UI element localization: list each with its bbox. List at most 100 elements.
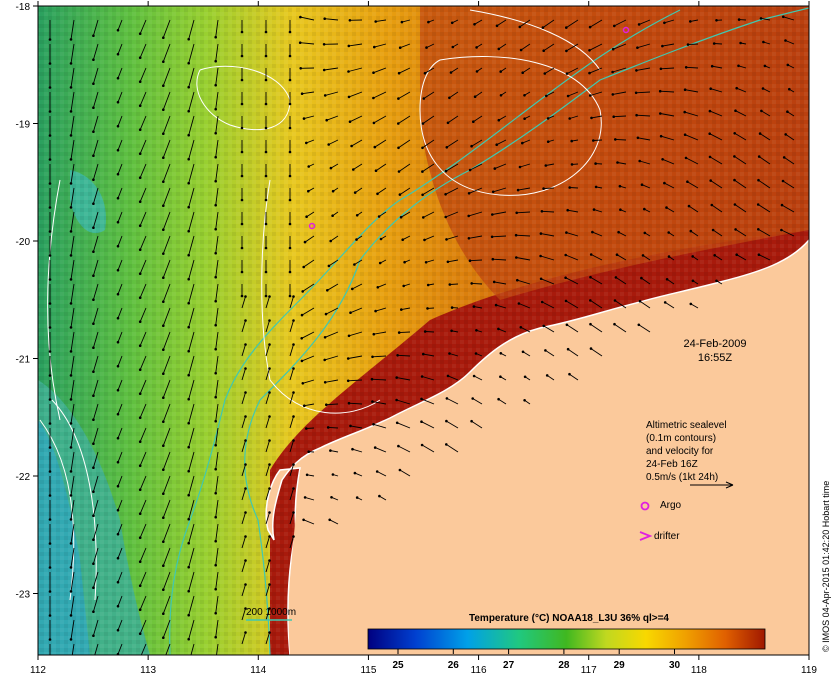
velocity-arrow-head [640,183,644,186]
velocity-arrow [447,375,459,381]
velocity-arrow-head [634,91,638,95]
velocity-arrow-head [268,391,271,394]
velocity-arrow [139,19,147,34]
velocity-arrow [522,67,531,74]
velocity-arrow [350,425,363,429]
velocity-arrow-head [402,284,406,288]
velocity-arrow [540,278,555,285]
velocity-arrow-head [48,542,52,545]
colorbar-tick-label: 28 [558,660,570,671]
velocity-arrow-head [69,158,73,161]
velocity-arrow-head [240,150,244,154]
velocity-arrow-head [376,286,380,289]
velocity-arrow [304,496,315,501]
velocity-arrow [565,254,579,261]
velocity-arrow-head [244,295,247,298]
colorbar-tick-label: 30 [669,660,681,671]
velocity-arrow-head [545,374,549,377]
velocity-arrow [375,19,387,22]
velocity-arrow-head [735,253,738,256]
velocity-arrow [70,331,75,352]
velocity-arrow [641,277,651,285]
velocity-arrow [139,259,147,274]
velocity-arrow-head [116,196,120,200]
velocity-arrow-head [519,48,523,52]
colorbar [367,628,766,650]
velocity-arrow-head [138,536,142,539]
velocity-arrow-head [450,306,454,309]
velocity-arrow [522,139,531,144]
velocity-arrow [188,547,195,568]
velocity-arrow [401,19,411,23]
velocity-arrow-head [162,516,165,519]
velocity-arrow-head [244,319,247,322]
velocity-arrow-head [92,538,95,541]
velocity-arrow [545,350,555,357]
velocity-arrow [446,444,459,453]
velocity-arrow-head [420,375,424,378]
velocity-arrow [139,115,147,130]
velocity-arrow-head [565,323,569,327]
velocity-arrow [474,19,483,25]
velocity-arrow-head [214,371,217,375]
velocity-arrow-head [288,198,292,202]
velocity-arrow-head [138,56,142,59]
velocity-arrow-head [214,83,217,87]
velocity-arrow-head [518,165,522,169]
velocity-arrow [590,300,603,309]
velocity-arrow [760,17,771,21]
velocity-arrow [162,499,171,518]
velocity-arrow-head [564,276,567,280]
velocity-arrow [350,307,363,314]
velocity-arrow [589,67,603,74]
velocity-arrow-head [398,468,402,472]
velocity-arrow [70,211,75,232]
velocity-arrow-head [240,78,244,82]
velocity-arrow [492,235,507,238]
velocity-arrow-head [214,131,217,135]
velocity-arrow-head [244,343,247,346]
velocity-arrow [162,187,171,206]
velocity-arrow [265,536,270,549]
velocity-arrow [761,110,771,117]
velocity-arrow-head [539,232,543,235]
velocity-arrow-head [268,535,271,538]
velocity-arrow [781,204,795,213]
velocity-arrow [738,65,747,69]
velocity-arrow-head [592,139,595,142]
legend-line: and velocity for [646,446,714,457]
velocity-arrow-head [116,52,120,56]
velocity-arrow-head [397,331,401,334]
velocity-arrow-head [116,556,120,560]
velocity-arrow-head [491,213,494,216]
velocity-arrow-head [264,198,268,202]
velocity-arrow [139,43,147,58]
velocity-arrow-head [617,230,620,234]
velocity-arrow [449,283,459,285]
velocity-arrow-head [162,132,165,135]
velocity-arrow [373,115,387,124]
velocity-arrow [289,416,294,429]
velocity-arrow [188,235,195,256]
velocity-arrow [162,43,171,62]
velocity-arrow [449,353,459,357]
velocity-arrow-head [116,124,120,128]
velocity-arrow-head [323,381,327,384]
velocity-arrow [301,331,315,339]
velocity-arrow-head [214,179,217,183]
velocity-arrow-head [423,71,427,75]
velocity-arrow [139,91,147,106]
argo-legend-icon [640,501,650,511]
velocity-arrow-head [710,203,714,207]
velocity-arrow-head [162,60,165,63]
velocity-arrow [445,187,459,195]
velocity-arrow-head [588,71,591,75]
velocity-arrow [188,379,195,400]
velocity-arrow [162,115,171,134]
velocity-arrow-head [472,374,476,378]
velocity-arrow [215,331,219,350]
velocity-arrow-head [92,514,95,517]
velocity-arrow-head [240,102,244,106]
velocity-arrow-head [739,41,742,45]
velocity-arrow [92,259,99,276]
